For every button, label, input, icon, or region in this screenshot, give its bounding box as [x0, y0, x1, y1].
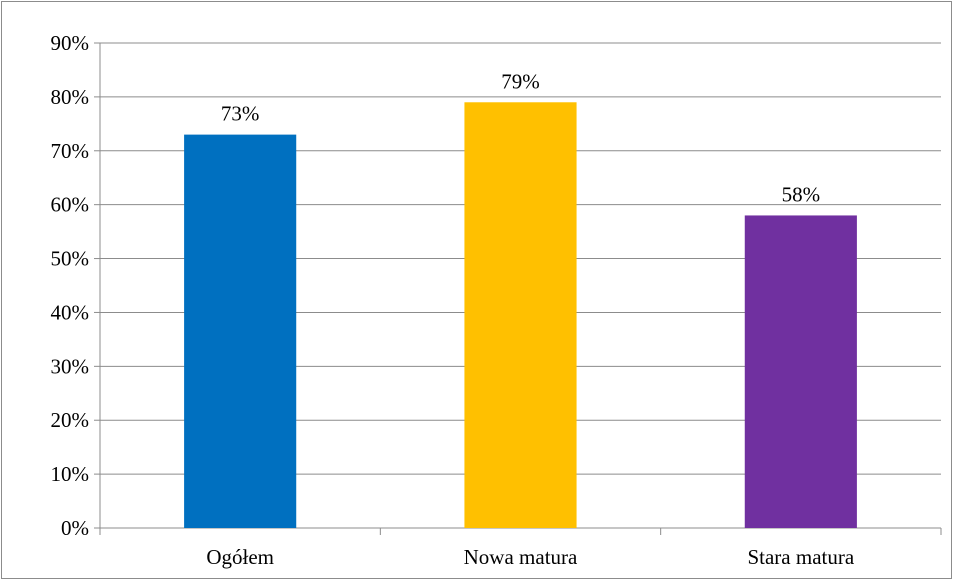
y-tick-label: 40% — [51, 300, 90, 324]
bar — [184, 134, 297, 528]
bars — [184, 102, 857, 529]
y-tick-label: 90% — [51, 31, 90, 55]
x-axis-ticks: Ogółem Nowa matura Stara matura — [99, 528, 942, 569]
bar — [464, 102, 577, 529]
x-tick-label: Nowa matura — [464, 545, 578, 569]
x-tick-label: Ogółem — [206, 545, 274, 569]
y-tick-label: 20% — [51, 408, 90, 432]
data-label: 73% — [221, 102, 260, 126]
y-axis-ticks: 0% 10% 20% 30% 40% 50% 60% 70% 80% 90% — [51, 31, 100, 540]
y-tick-label: 60% — [51, 193, 90, 217]
y-tick-label: 70% — [51, 139, 90, 163]
data-label: 58% — [782, 182, 821, 206]
y-tick-label: 10% — [51, 462, 90, 486]
y-tick-label: 0% — [61, 516, 89, 540]
y-tick-label: 50% — [51, 247, 90, 271]
x-tick-label: Stara matura — [747, 545, 854, 569]
bar — [744, 215, 857, 528]
y-tick-label: 30% — [51, 354, 90, 378]
y-tick-label: 80% — [51, 85, 90, 109]
data-label: 79% — [501, 69, 540, 93]
data-labels: 73% 79% 58% — [221, 69, 820, 206]
